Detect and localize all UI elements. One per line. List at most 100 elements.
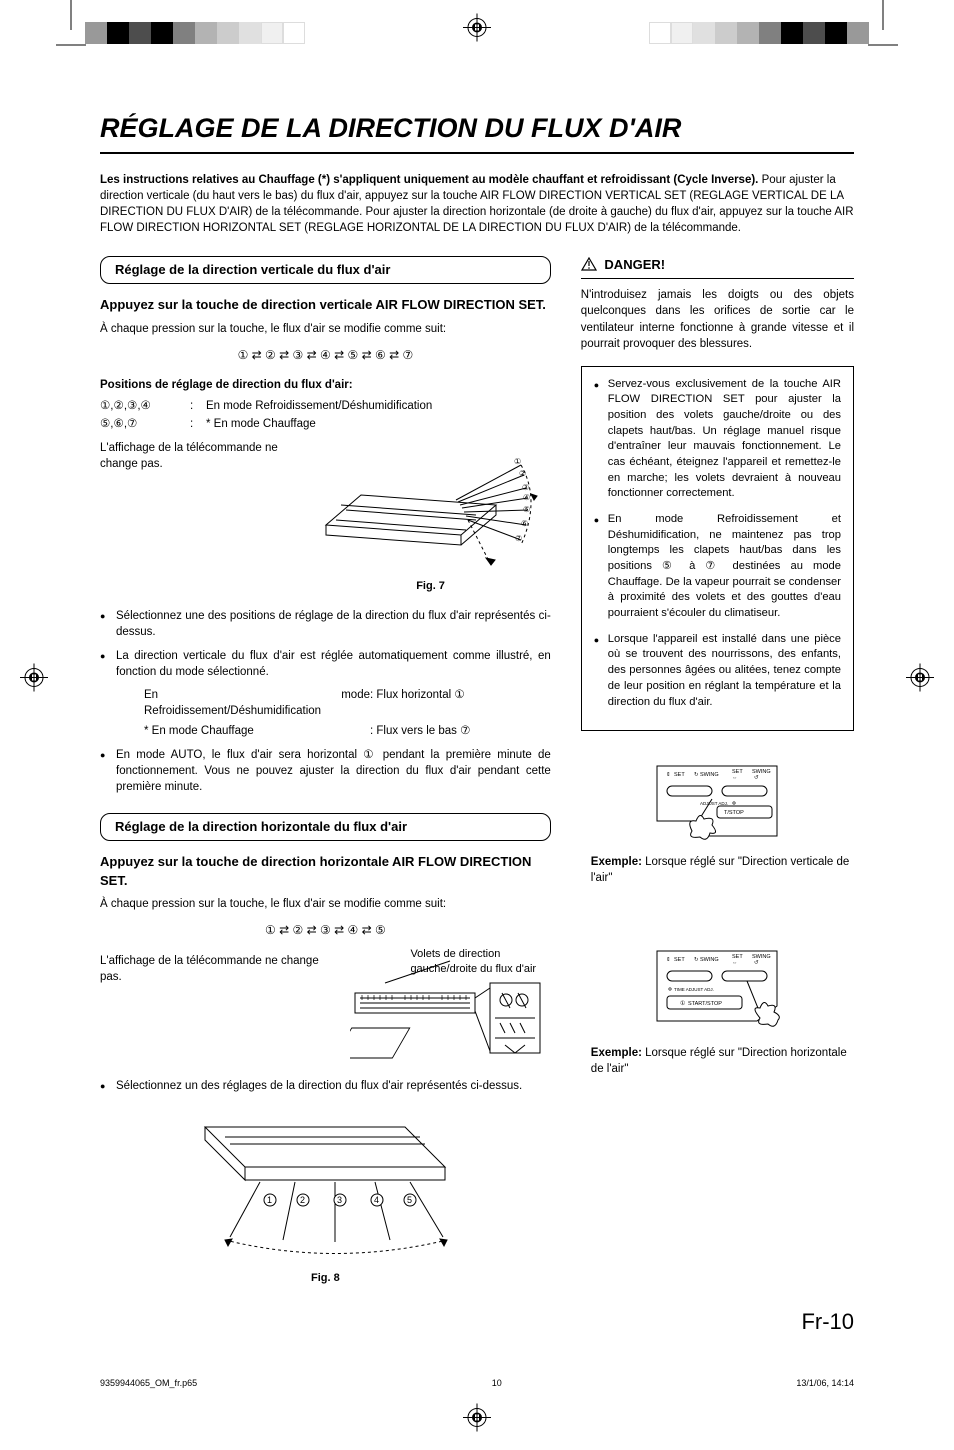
right-column: DANGER! N'introduisez jamais les doigts … [581, 256, 854, 1286]
section-vertical-desc: À chaque pression sur la touche, le flux… [100, 321, 551, 337]
position-row-2: ⑤,⑥,⑦ : * En mode Chauffage [100, 416, 551, 432]
svg-text:4: 4 [374, 1195, 379, 1205]
mode-label: En mode Refroidissement/Déshumidificatio… [144, 687, 370, 719]
left-column: Réglage de la direction verticale du flu… [100, 256, 551, 1286]
svg-text:↺: ↺ [754, 959, 759, 966]
figure-7: ① ② ③ ④ ⑤ ⑥ ⑦ Fig. 7 [310, 440, 550, 594]
registration-icon [463, 1403, 491, 1436]
svg-text:SWING: SWING [700, 772, 719, 778]
positions-head: Positions de réglage de direction du flu… [100, 377, 551, 393]
figure-7-caption: Fig. 7 [310, 579, 550, 594]
louver-label: Volets de direction gauche/droite du flu… [410, 947, 550, 978]
example-caption-2: Exemple: Lorsque réglé sur "Direction ho… [581, 1045, 854, 1077]
svg-text:ADJUST ADJ.: ADJUST ADJ. [700, 801, 728, 806]
section-vertical-head: Réglage de la direction verticale du flu… [100, 256, 551, 284]
svg-text:3: 3 [337, 1195, 342, 1205]
svg-text:⇕: ⇕ [666, 771, 671, 778]
svg-text:SWING: SWING [700, 957, 719, 963]
svg-text:↻: ↻ [694, 771, 699, 778]
position-row-1: ①,②,③,④ : En mode Refroidissement/Déshum… [100, 398, 551, 414]
svg-text:↻: ↻ [694, 956, 699, 963]
color-bar-left [85, 22, 305, 44]
position-desc: * En mode Chauffage [206, 416, 316, 432]
footer-file: 9359944065_OM_fr.p65 [100, 1377, 197, 1390]
remote-example-vertical: ⇕SET ↻SWING SET⇔ SWING↺ T/STOP ADJUST AD… [581, 761, 854, 886]
remote-example-horizontal: ⇕SET ↻SWING SET⇔ SWING↺ TIME ADJUST ADJ.… [581, 946, 854, 1076]
example-label: Exemple: [591, 1047, 642, 1059]
example-label: Exemple: [591, 856, 642, 868]
danger-text: N'introduisez jamais les doigts ou des o… [581, 287, 854, 351]
registration-icon-right [906, 663, 934, 696]
page-title: RÉGLAGE DE LA DIRECTION DU FLUX D'AIR [100, 110, 854, 154]
svg-text:①: ① [680, 1000, 685, 1007]
figure-8: 1 2 3 4 5 Fig. 8 [100, 1112, 551, 1286]
bullet-item: En mode AUTO, le flux d'air sera horizon… [100, 747, 551, 795]
svg-text:③: ③ [522, 483, 529, 492]
info-item: Lorsque l'appareil est installé dans une… [594, 632, 841, 710]
svg-text:SET: SET [674, 772, 685, 778]
svg-text:⇕: ⇕ [666, 956, 671, 963]
crop-tick-tl [56, 0, 86, 55]
horizontal-sequence: ① ⇄ ② ⇄ ③ ⇄ ④ ⇄ ⑤ [100, 922, 551, 939]
print-registration-bottom [0, 1390, 954, 1450]
page-number: Fr-10 [100, 1307, 854, 1338]
example-caption-1: Exemple: Lorsque réglé sur "Direction ve… [581, 854, 854, 886]
svg-text:①: ① [514, 457, 521, 466]
svg-text:⑤: ⑤ [523, 505, 530, 514]
svg-text:2: 2 [300, 1195, 305, 1205]
display-note: L'affichage de la télécommande ne change… [100, 440, 300, 594]
position-nums: ①,②,③,④ [100, 398, 190, 414]
svg-text:↺: ↺ [754, 774, 759, 781]
print-registration-top [0, 0, 954, 60]
position-colon: : [190, 398, 206, 414]
info-item: Servez-vous exclusivement de la touche A… [594, 377, 841, 502]
info-box: Servez-vous exclusivement de la touche A… [581, 366, 854, 731]
svg-text:②: ② [519, 469, 526, 478]
mode-value: : Flux horizontal ① [370, 687, 551, 719]
svg-text:1: 1 [267, 1195, 272, 1205]
intro-bold: Les instructions relatives au Chauffage … [100, 174, 758, 186]
info-item: En mode Refroidissement et Déshumidifica… [594, 512, 841, 622]
bullet-item: Sélectionnez une des positions de réglag… [100, 608, 551, 640]
svg-text:⇔: ⇔ [732, 775, 738, 781]
svg-text:⑥: ⑥ [521, 519, 528, 528]
danger-label: DANGER! [604, 257, 665, 272]
warning-icon [581, 257, 597, 271]
bullet-item: La direction verticale du flux d'air est… [100, 648, 551, 738]
footer-meta: 9359944065_OM_fr.p65 10 13/1/06, 14:14 [0, 1377, 954, 1390]
svg-text:5: 5 [407, 1195, 412, 1205]
svg-text:TIME ADJUST ADJ.: TIME ADJUST ADJ. [674, 987, 714, 992]
vertical-sequence: ① ⇄ ② ⇄ ③ ⇄ ④ ⇄ ⑤ ⇄ ⑥ ⇄ ⑦ [100, 347, 551, 364]
crop-tick-tr [868, 0, 898, 55]
section-horizontal-sub: Appuyez sur la touche de direction horiz… [100, 853, 551, 889]
display-note-h: L'affichage de la télécommande ne change… [100, 953, 340, 985]
section-horizontal-desc: À chaque pression sur la touche, le flux… [100, 896, 551, 912]
svg-text:T/STOP: T/STOP [724, 810, 744, 816]
horizontal-figure-top: L'affichage de la télécommande ne change… [100, 953, 551, 1068]
svg-text:SET: SET [674, 957, 685, 963]
horizontal-bullets: Sélectionnez un des réglages de la direc… [100, 1078, 551, 1094]
position-colon: : [190, 416, 206, 432]
danger-heading: DANGER! [581, 256, 854, 279]
mode-value: : Flux vers le bas ⑦ [370, 723, 551, 739]
svg-text:⑦: ⑦ [515, 534, 522, 543]
svg-text:START/STOP: START/STOP [688, 1001, 722, 1007]
section-horizontal-head: Réglage de la direction horizontale du f… [100, 813, 551, 841]
page-body: RÉGLAGE DE LA DIRECTION DU FLUX D'AIR Le… [0, 60, 954, 1367]
figure-8-caption: Fig. 8 [100, 1271, 551, 1286]
section-vertical-sub: Appuyez sur la touche de direction verti… [100, 296, 551, 314]
footer-date: 13/1/06, 14:14 [796, 1377, 854, 1390]
svg-text:④: ④ [523, 493, 530, 502]
intro-paragraph: Les instructions relatives au Chauffage … [100, 172, 854, 236]
bullet-text: La direction verticale du flux d'air est… [116, 650, 551, 678]
registration-icon-left [20, 663, 48, 696]
svg-text:⇔: ⇔ [732, 960, 738, 966]
bullet-item: Sélectionnez un des réglages de la direc… [100, 1078, 551, 1094]
registration-icon [463, 13, 491, 46]
position-nums: ⑤,⑥,⑦ [100, 416, 190, 432]
position-desc: En mode Refroidissement/Déshumidificatio… [206, 398, 432, 414]
color-bar-right [649, 22, 869, 44]
mode-label: * En mode Chauffage [144, 723, 370, 739]
footer-page: 10 [492, 1377, 502, 1390]
vertical-bullets: Sélectionnez une des positions de réglag… [100, 608, 551, 795]
